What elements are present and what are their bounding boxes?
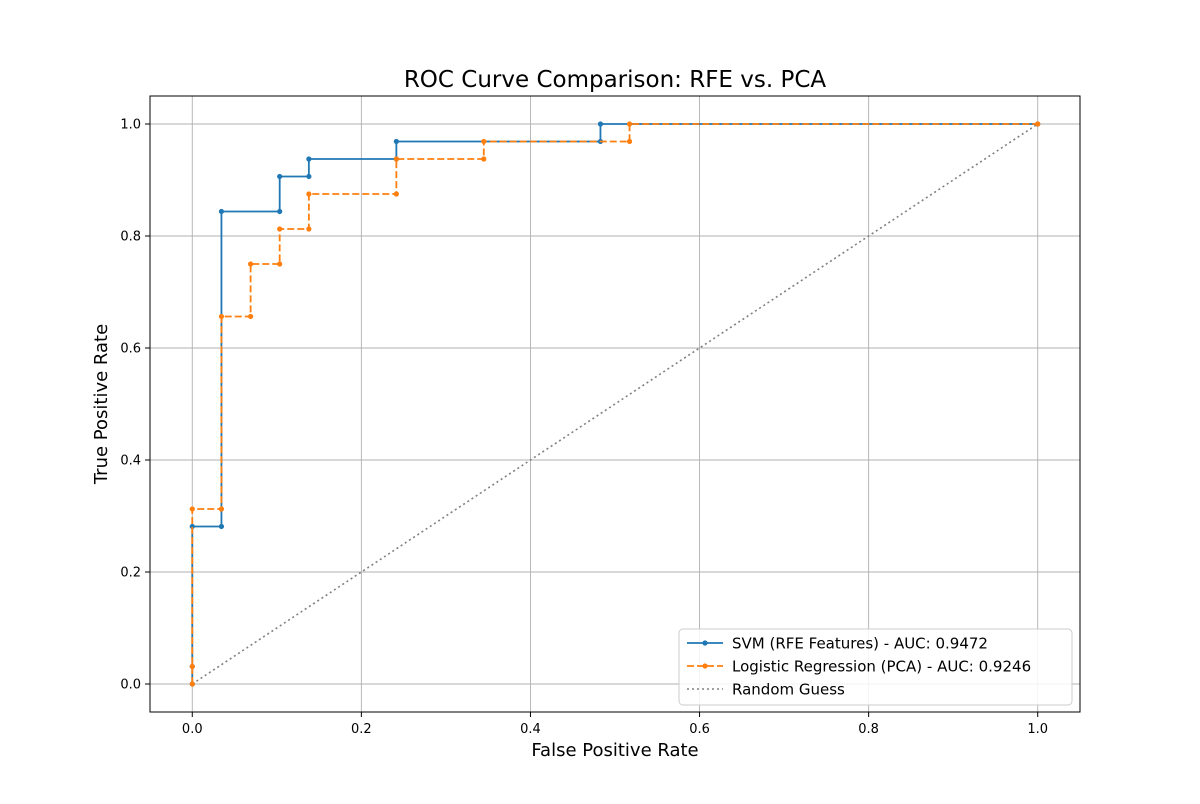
- y-tick-label: 0.8: [120, 230, 141, 245]
- ticks: 0.0 0.2 0.4 0.6 0.8 1.0 0.0 0.2 0.4 0.6 0.8 1.0: [120, 118, 1048, 738]
- legend-label: SVM (RFE Features) - AUC: 0.9472: [732, 635, 988, 653]
- data-point: [481, 156, 487, 162]
- data-point: [306, 173, 312, 180]
- data-point: [626, 138, 633, 145]
- data-point: [393, 191, 399, 197]
- x-tick-label: 1.0: [1027, 722, 1048, 737]
- legend-box: [678, 628, 1073, 706]
- data-point: [218, 523, 225, 530]
- x-tick-label: 0.2: [351, 722, 372, 737]
- x-axis-label: False Positive Rate: [531, 740, 698, 761]
- legend-label: Logistic Regression (PCA) - AUC: 0.9246: [732, 658, 1031, 676]
- data-point: [306, 226, 312, 232]
- grid: [150, 96, 1080, 712]
- data-point: [189, 523, 195, 530]
- data-point: [277, 208, 283, 215]
- x-tick-label: 0.8: [858, 722, 879, 737]
- data-point: [248, 313, 254, 320]
- series-1: [189, 121, 1041, 687]
- data-point: [597, 121, 604, 127]
- x-tick-label: 0.4: [520, 722, 541, 737]
- data-point: [306, 191, 312, 197]
- legend-swatch-marker: [702, 663, 708, 669]
- data-point: [306, 156, 312, 162]
- chart-title: ROC Curve Comparison: RFE vs. PCA: [404, 67, 827, 93]
- data-point: [1035, 121, 1041, 127]
- y-tick-label: 0.6: [120, 342, 141, 357]
- legend-label: Random Guess: [732, 681, 845, 699]
- data-point: [277, 226, 283, 232]
- x-tick-label: 0.0: [182, 722, 203, 737]
- data-point: [218, 208, 225, 215]
- series-2: [191, 123, 1039, 685]
- data-point: [248, 261, 254, 267]
- legend: SVM (RFE Features) - AUC: 0.9472 Logistic…: [678, 628, 1073, 706]
- x-tick-label: 0.6: [689, 722, 710, 737]
- legend-swatch-marker: [702, 640, 708, 646]
- data-point: [218, 313, 225, 320]
- data-point: [393, 156, 399, 162]
- data-point: [189, 681, 195, 687]
- data-point: [189, 663, 195, 670]
- plot-frame: [149, 95, 1081, 713]
- y-tick-label: 0.4: [120, 454, 141, 469]
- series-layer: [189, 121, 1041, 687]
- data-point: [218, 506, 225, 512]
- data-point: [393, 138, 399, 145]
- data-point: [189, 506, 195, 512]
- y-tick-label: 1.0: [120, 118, 141, 133]
- data-point: [277, 173, 283, 180]
- y-axis-label: True Positive Rate: [91, 324, 112, 485]
- data-point: [626, 121, 633, 127]
- data-point: [277, 261, 283, 267]
- series-line: [191, 123, 1039, 685]
- y-tick-label: 0.2: [120, 566, 141, 581]
- y-tick-label: 0.0: [120, 678, 141, 693]
- data-point: [481, 138, 487, 145]
- series-0: [189, 121, 1041, 687]
